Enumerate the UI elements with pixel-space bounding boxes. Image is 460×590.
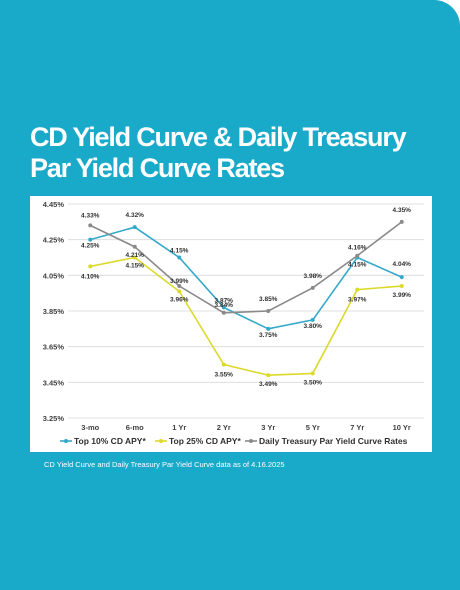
x-tick-label: 10 Yr: [393, 423, 411, 432]
series-line: [89, 221, 403, 314]
data-label: 3.97%: [348, 297, 367, 304]
data-label: 4.32%: [126, 212, 145, 219]
data-label: 4.04%: [393, 261, 412, 268]
y-tick-label: 3.25%: [43, 414, 65, 423]
data-label: 3.99%: [170, 278, 189, 285]
chart-caption: CD Yield Curve and Daily Treasury Par Yi…: [44, 460, 285, 469]
y-tick-label: 4.45%: [43, 200, 65, 209]
data-point: [399, 284, 404, 289]
data-point: [177, 289, 182, 294]
data-point: [221, 310, 226, 315]
page-title: CD Yield Curve & Daily Treasury Par Yiel…: [30, 122, 407, 183]
data-point: [399, 275, 404, 280]
data-label: 3.50%: [304, 379, 323, 386]
data-label: 4.15%: [170, 248, 189, 255]
data-point: [221, 305, 226, 310]
corner-accent: [434, 0, 460, 26]
data-point: [399, 219, 404, 224]
data-label: 4.15%: [126, 263, 145, 270]
x-tick-label: 7 Yr: [350, 423, 364, 432]
legend-marker: [249, 439, 253, 443]
data-point: [310, 371, 315, 376]
data-label: 3.55%: [215, 372, 234, 379]
y-tick-label: 4.05%: [43, 271, 65, 280]
data-point: [355, 253, 360, 258]
data-point: [88, 223, 93, 228]
data-label: 4.21%: [126, 252, 145, 259]
legend-label: Daily Treasury Par Yield Curve Rates: [259, 436, 408, 446]
chart-card: 4.45% 4.25% 4.05% 3.85% 3.65% 3.45% 3.25% 3-mo 6…: [30, 196, 432, 452]
data-label: 3.75%: [259, 332, 278, 339]
data-point: [221, 362, 226, 367]
data-label: 3.96%: [170, 296, 189, 303]
data-point: [88, 237, 93, 242]
data-point: [355, 287, 360, 292]
series-line: [90, 226, 403, 330]
legend-marker: [64, 439, 68, 443]
legend-label: Top 25% CD APY*: [169, 436, 241, 446]
data-point: [177, 284, 182, 289]
y-tick-label: 3.85%: [43, 307, 65, 316]
data-label: 4.35%: [393, 207, 412, 214]
data-point: [132, 225, 137, 230]
data-label: 4.16%: [348, 245, 367, 252]
data-point: [177, 255, 182, 260]
legend-marker: [159, 439, 163, 443]
x-tick-label: 3 Yr: [261, 423, 275, 432]
data-label: 4.10%: [81, 273, 100, 280]
data-label: 3.87%: [215, 297, 234, 304]
data-label: 4.15%: [348, 262, 367, 269]
data-point: [132, 255, 137, 260]
data-label: 4.33%: [81, 212, 100, 219]
legend-label: Top 10% CD APY*: [74, 436, 146, 446]
data-label: 4.25%: [81, 243, 100, 250]
data-label: 3.85%: [259, 296, 278, 303]
data-label: 3.99%: [393, 292, 412, 299]
data-point: [266, 326, 271, 331]
data-point: [310, 285, 315, 290]
data-point: [310, 317, 315, 322]
x-tick-label: 5 Yr: [306, 423, 320, 432]
data-point: [132, 244, 137, 249]
y-tick-label: 3.65%: [43, 343, 65, 352]
series-line: [90, 256, 402, 377]
x-tick-label: 1 Yr: [172, 423, 186, 432]
yield-curve-chart: 4.45% 4.25% 4.05% 3.85% 3.65% 3.45% 3.25% 3-mo 6…: [43, 200, 424, 446]
data-label: 3.98%: [304, 273, 323, 280]
x-tick-label: 3-mo: [81, 423, 99, 432]
x-tick-label: 6-mo: [126, 423, 144, 432]
y-tick-label: 3.45%: [43, 378, 65, 387]
data-label: 3.84%: [215, 302, 234, 309]
data-label: 3.49%: [259, 381, 278, 388]
data-point: [266, 309, 271, 313]
data-label: 3.80%: [304, 323, 323, 330]
x-tick-label: 2 Yr: [217, 423, 231, 432]
y-tick-label: 4.25%: [43, 236, 65, 245]
data-point: [266, 373, 271, 378]
data-point: [88, 264, 93, 269]
